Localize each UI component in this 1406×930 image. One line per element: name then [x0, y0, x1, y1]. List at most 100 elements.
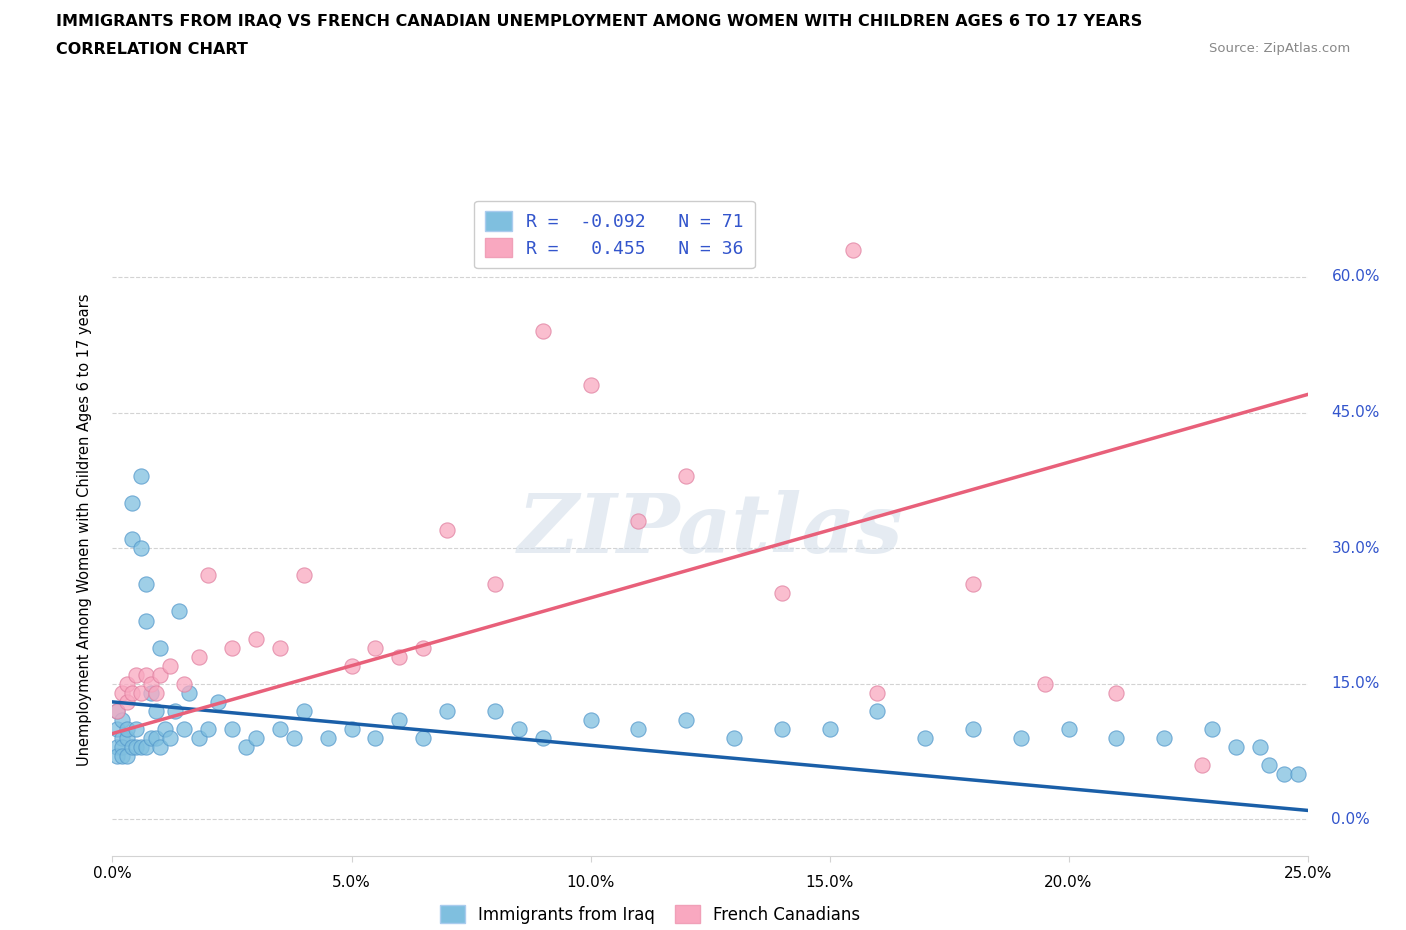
Point	[129, 685, 152, 700]
Point	[364, 731, 387, 746]
Point	[129, 739, 152, 754]
Point	[111, 739, 134, 754]
Point	[187, 649, 209, 664]
Point	[1191, 758, 1213, 773]
Point	[1249, 739, 1271, 754]
Point	[197, 568, 219, 583]
Point	[125, 739, 148, 754]
Point	[292, 703, 315, 718]
Point	[508, 722, 530, 737]
Point	[139, 731, 162, 746]
Point	[675, 712, 697, 727]
Point	[121, 739, 143, 754]
Point	[115, 731, 138, 746]
Text: 45.0%: 45.0%	[1331, 405, 1379, 420]
Point	[962, 577, 984, 591]
Point	[1272, 766, 1295, 781]
Point	[125, 722, 148, 737]
Point	[1201, 722, 1223, 737]
Text: 20.0%: 20.0%	[1045, 875, 1092, 891]
Point	[866, 685, 889, 700]
Y-axis label: Unemployment Among Women with Children Ages 6 to 17 years: Unemployment Among Women with Children A…	[77, 294, 91, 766]
Point	[105, 703, 128, 718]
Text: 5.0%: 5.0%	[332, 875, 371, 891]
Point	[105, 703, 128, 718]
Point	[149, 640, 172, 655]
Text: IMMIGRANTS FROM IRAQ VS FRENCH CANADIAN UNEMPLOYMENT AMONG WOMEN WITH CHILDREN A: IMMIGRANTS FROM IRAQ VS FRENCH CANADIAN …	[56, 14, 1143, 29]
Point	[1105, 685, 1128, 700]
Point	[163, 703, 186, 718]
Point	[111, 731, 134, 746]
Point	[723, 731, 745, 746]
Point	[1057, 722, 1080, 737]
Point	[412, 640, 434, 655]
Point	[121, 685, 143, 700]
Point	[1010, 731, 1032, 746]
Text: 10.0%: 10.0%	[567, 875, 614, 891]
Point	[1286, 766, 1309, 781]
Point	[245, 631, 267, 646]
Text: 15.0%: 15.0%	[1331, 676, 1379, 691]
Point	[187, 731, 209, 746]
Point	[436, 523, 458, 538]
Point	[115, 676, 138, 691]
Point	[121, 532, 143, 547]
Point	[145, 703, 167, 718]
Point	[139, 676, 162, 691]
Point	[388, 712, 411, 727]
Point	[627, 722, 650, 737]
Point	[115, 722, 138, 737]
Point	[105, 749, 128, 764]
Point	[121, 496, 143, 511]
Point	[364, 640, 387, 655]
Point	[283, 731, 305, 746]
Point	[1225, 739, 1247, 754]
Point	[169, 604, 191, 619]
Point	[153, 722, 176, 737]
Point	[1153, 731, 1175, 746]
Point	[866, 703, 889, 718]
Point	[818, 722, 841, 737]
Point	[159, 658, 181, 673]
Point	[149, 739, 172, 754]
Point	[675, 469, 697, 484]
Point	[292, 568, 315, 583]
Point	[914, 731, 936, 746]
Text: 60.0%: 60.0%	[1331, 270, 1379, 285]
Point	[221, 722, 243, 737]
Point	[145, 731, 167, 746]
Legend: Immigrants from Iraq, French Canadians: Immigrants from Iraq, French Canadians	[432, 897, 869, 930]
Point	[159, 731, 181, 746]
Point	[340, 658, 363, 673]
Point	[531, 731, 554, 746]
Point	[177, 685, 200, 700]
Point	[105, 722, 128, 737]
Text: CORRELATION CHART: CORRELATION CHART	[56, 42, 247, 57]
Point	[135, 577, 157, 591]
Point	[207, 695, 229, 710]
Point	[340, 722, 363, 737]
Point	[125, 668, 148, 683]
Point	[531, 324, 554, 339]
Point	[235, 739, 257, 754]
Point	[436, 703, 458, 718]
Point	[149, 668, 172, 683]
Point	[1258, 758, 1281, 773]
Point	[135, 613, 157, 628]
Point	[111, 685, 134, 700]
Point	[221, 640, 243, 655]
Point	[579, 712, 602, 727]
Point	[115, 695, 138, 710]
Point	[842, 243, 865, 258]
Text: 0.0%: 0.0%	[1331, 812, 1371, 827]
Point	[135, 668, 157, 683]
Point	[770, 586, 793, 601]
Text: 15.0%: 15.0%	[806, 875, 853, 891]
Point	[579, 378, 602, 392]
Point	[388, 649, 411, 664]
Point	[770, 722, 793, 737]
Point	[484, 577, 506, 591]
Point	[129, 540, 152, 555]
Text: Source: ZipAtlas.com: Source: ZipAtlas.com	[1209, 42, 1350, 55]
Point	[129, 469, 152, 484]
